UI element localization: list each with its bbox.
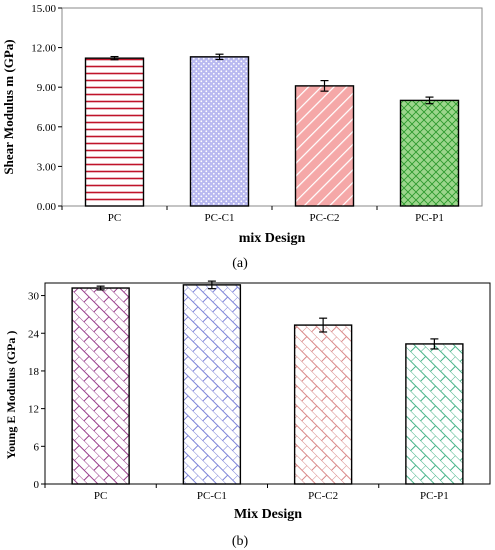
y-tick-label: 30: [28, 291, 40, 303]
x-tick-label: PC-P1: [415, 212, 444, 224]
y-tick-label: 0.00: [37, 201, 57, 213]
panel-a-x-axis-title: mix Design: [239, 231, 306, 246]
panel-a-y-axis-title: Shear Modulus m (GPa): [1, 39, 16, 174]
panel-a-error-bars: [110, 53, 434, 105]
bar-pc-c2: [293, 324, 353, 485]
bar-pc-c1: [189, 56, 250, 207]
x-tick-label: PC-C2: [308, 490, 338, 502]
y-tick-label: 9.00: [37, 82, 57, 94]
panel-b-y-axis-title: Young E Modulus (GPa ): [4, 331, 18, 460]
bar-pc-c2: [294, 85, 355, 207]
panel-a-y-ticks: 0.00 3.00 6.00 9.00 12.00 15.00: [31, 3, 62, 213]
y-tick-label: 18: [28, 366, 40, 378]
y-tick-label: 24: [28, 328, 40, 340]
y-tick-label: 12: [28, 404, 39, 416]
y-tick-label: 15.00: [31, 3, 56, 15]
x-tick-label: PC-P1: [420, 490, 449, 502]
panel-b-x-axis-title: Mix Design: [234, 507, 302, 522]
bar-pc: [71, 287, 130, 485]
panel-a-label: (a): [232, 256, 248, 271]
y-tick-label: 0: [34, 479, 40, 491]
panel-b-bars: [71, 284, 464, 485]
y-tick-label: 12.00: [31, 43, 56, 55]
panel-b-x-ticks: PC PC-C1 PC-C2 PC-P1: [44, 484, 449, 502]
y-tick-label: 6.00: [37, 122, 57, 134]
panel-b-y-ticks: 0 6 12 18 24 30: [28, 291, 45, 491]
bar-pc-c1: [182, 284, 242, 485]
x-tick-label: PC: [108, 212, 121, 224]
bar-pc: [84, 57, 145, 207]
bar-pc-p1: [405, 343, 464, 485]
bar-pc-p1: [399, 99, 460, 207]
panel-a-x-ticks: PC PC-C1 PC-C2 PC-P1: [61, 206, 444, 224]
y-tick-label: 3.00: [37, 161, 57, 173]
x-tick-label: PC-C2: [310, 212, 340, 224]
x-tick-label: PC-C1: [205, 212, 235, 224]
panel-b-error-bars: [96, 280, 439, 350]
panel-b-label: (b): [232, 534, 249, 549]
x-tick-label: PC: [94, 490, 107, 502]
y-tick-label: 6: [34, 441, 40, 453]
x-tick-label: PC-C1: [197, 490, 227, 502]
